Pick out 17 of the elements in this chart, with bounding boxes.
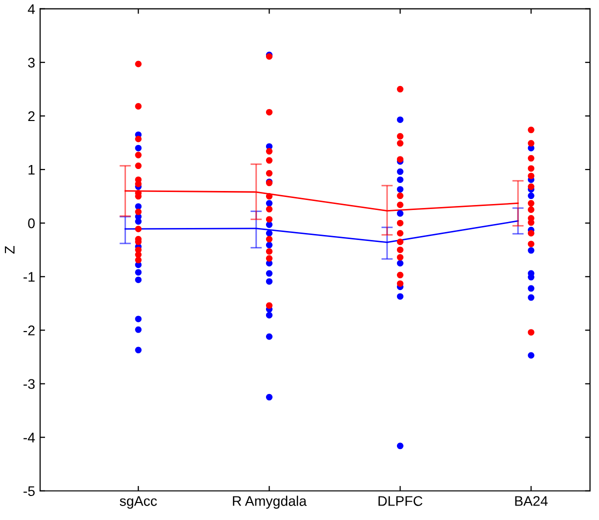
y-tick-label: -4 bbox=[24, 432, 35, 442]
x-tick-label: R Amygdala bbox=[232, 496, 307, 509]
y-tick-label: 3 bbox=[28, 58, 35, 68]
line-series bbox=[124, 220, 519, 244]
y-tick-label: 1 bbox=[28, 164, 35, 175]
x-tick-label: DLPFC bbox=[378, 496, 422, 506]
y-tick-label: 0 bbox=[28, 218, 35, 228]
x-tick-label: BA24 bbox=[515, 496, 548, 506]
y-tick-label: -1 bbox=[24, 272, 35, 282]
x-tick-label: sgAcc bbox=[120, 496, 157, 509]
y-tick-label: 2 bbox=[28, 111, 35, 121]
line-series bbox=[124, 190, 519, 212]
y-axis-title: Z bbox=[4, 246, 14, 254]
y-tick-label: 4 bbox=[28, 4, 35, 14]
y-tick-label: -3 bbox=[24, 379, 35, 389]
y-tick-label: -5 bbox=[24, 486, 35, 496]
y-tick-label: -2 bbox=[24, 326, 35, 336]
